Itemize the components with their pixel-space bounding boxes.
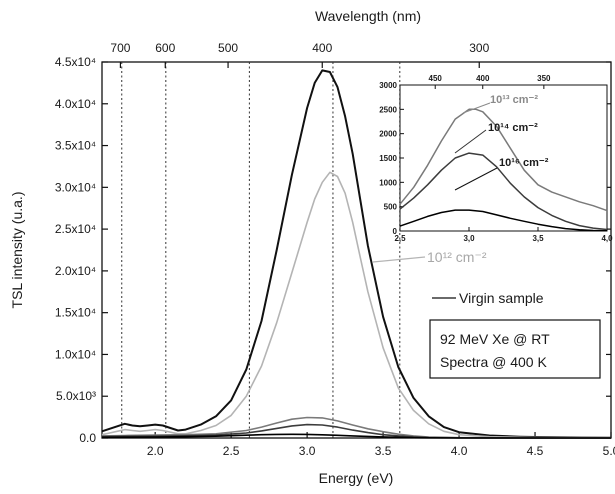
inset-top-tick-label-400: 400 — [476, 74, 490, 83]
x-tick-label-4-5: 4.5 — [527, 444, 544, 458]
info-box-frame — [429, 319, 601, 379]
inset-y-tick-label-2500: 2500 — [379, 105, 397, 114]
inset-x-tick-label-4-0: 4,0 — [601, 234, 613, 243]
inset-y-tick-label-1000: 1000 — [379, 178, 397, 187]
dose-1e16-label: 10¹⁶ cm⁻² — [499, 157, 549, 169]
x-axis-title: Energy (eV) — [319, 470, 394, 486]
virgin-sample-label: Virgin sample — [459, 290, 544, 306]
inset-top-tick-label-450: 450 — [429, 74, 443, 83]
inset-y-tick-label-0: 0 — [393, 227, 398, 236]
top-tick-label-500: 500 — [218, 41, 238, 55]
top-axis-title: Wavelength (nm) — [315, 8, 421, 24]
y-tick-label-40000: 4.0x10⁴ — [55, 97, 96, 111]
x-tick-label-3-5: 3.5 — [375, 444, 392, 458]
dose-1e12-annotation: 10¹² cm⁻² — [372, 249, 487, 265]
inset-series — [399, 108, 608, 232]
inset-y-tick-label-1500: 1500 — [379, 154, 397, 163]
y-tick-label-0: 0.0 — [79, 431, 96, 445]
inset-top-axis-ticks: 450 400 350 — [429, 74, 551, 89]
inset-y-tick-label-2000: 2000 — [379, 130, 397, 139]
y-tick-label-45000: 4.5x10⁴ — [55, 55, 96, 69]
inset-plot: 2,5 3,0 3,5 4,0 0 500 1000 1500 2000 2500 3000 45… — [379, 74, 613, 243]
series-line-virgin-sample-0 — [101, 69, 612, 439]
virgin-sample-annotation: Virgin sample — [432, 290, 544, 306]
x-tick-label-2-5: 2.5 — [223, 444, 240, 458]
top-tick-label-700: 700 — [110, 41, 130, 55]
top-tick-label-400: 400 — [312, 41, 332, 55]
main-plot: 2.0 2.5 3.0 3.5 4.0 4.5 5.0 0.0 5.0x10³ 1.0x10⁴ 1… — [55, 41, 615, 458]
y-axis-ticks: 0.0 5.0x10³ 1.0x10⁴ 1.5x10⁴ 2.0x10⁴ 2.5x10⁴ 3.… — [55, 55, 611, 445]
y-tick-label-35000: 3.5x10⁴ — [55, 139, 96, 153]
inset-y-tick-label-3000: 3000 — [379, 81, 397, 90]
series-line-10-cm-4 — [101, 433, 611, 439]
inset-x-tick-label-3-5: 3,5 — [532, 234, 544, 243]
inset-background — [400, 85, 607, 231]
inset-y-tick-label-500: 500 — [384, 203, 398, 212]
top-tick-label-300: 300 — [469, 41, 489, 55]
y-axis-title: TSL intensity (u.a.) — [9, 192, 25, 309]
inset-top-tick-label-350: 350 — [537, 74, 551, 83]
dose-1e13-pointer — [462, 102, 491, 114]
dose-1e16-pointer — [454, 167, 498, 191]
main-series — [101, 69, 612, 439]
inset-series-line-10-cm-2 — [399, 209, 608, 232]
info-box: 92 MeV Xe @ RT Spectra @ 400 K — [429, 319, 601, 379]
y-tick-label-30000: 3.0x10⁴ — [55, 180, 96, 194]
dose-1e14-label: 10¹⁴ cm⁻² — [488, 122, 538, 134]
y-tick-label-5000: 5.0x10³ — [56, 389, 96, 403]
top-axis-ticks: 700 600 500 400 300 — [110, 41, 490, 68]
series-line-10-cm-1 — [101, 171, 612, 439]
x-tick-label-3-0: 3.0 — [299, 444, 316, 458]
dose-1e12-label: 10¹² cm⁻² — [427, 249, 487, 265]
x-tick-label-2-0: 2.0 — [147, 444, 164, 458]
top-tick-label-600: 600 — [155, 41, 175, 55]
y-tick-label-10000: 1.0x10⁴ — [55, 347, 96, 361]
dose-1e14-pointer — [454, 129, 487, 154]
info-line-2: Spectra @ 400 K — [440, 354, 547, 370]
x-tick-label-5-0: 5.0 — [603, 444, 615, 458]
inset-x-tick-label-3-0: 3,0 — [463, 234, 475, 243]
inset-series-line-10-cm-0 — [399, 108, 608, 212]
plot-frame — [101, 61, 612, 439]
dose-1e12-arrow-line — [372, 256, 426, 263]
inset-x-tick-label-2-5: 2,5 — [394, 234, 406, 243]
inset-labels: 10¹³ cm⁻² 10¹⁴ cm⁻² 10¹⁶ cm⁻² — [454, 94, 549, 191]
y-tick-label-25000: 2.5x10⁴ — [55, 222, 96, 236]
inset-series-line-10-cm-1 — [399, 152, 608, 231]
dose-1e13-label: 10¹³ cm⁻² — [490, 94, 538, 106]
x-tick-label-4-0: 4.0 — [451, 444, 468, 458]
info-line-1: 92 MeV Xe @ RT — [440, 331, 550, 347]
y-tick-label-20000: 2.0x10⁴ — [55, 264, 96, 278]
y-tick-label-15000: 1.5x10⁴ — [55, 306, 96, 320]
